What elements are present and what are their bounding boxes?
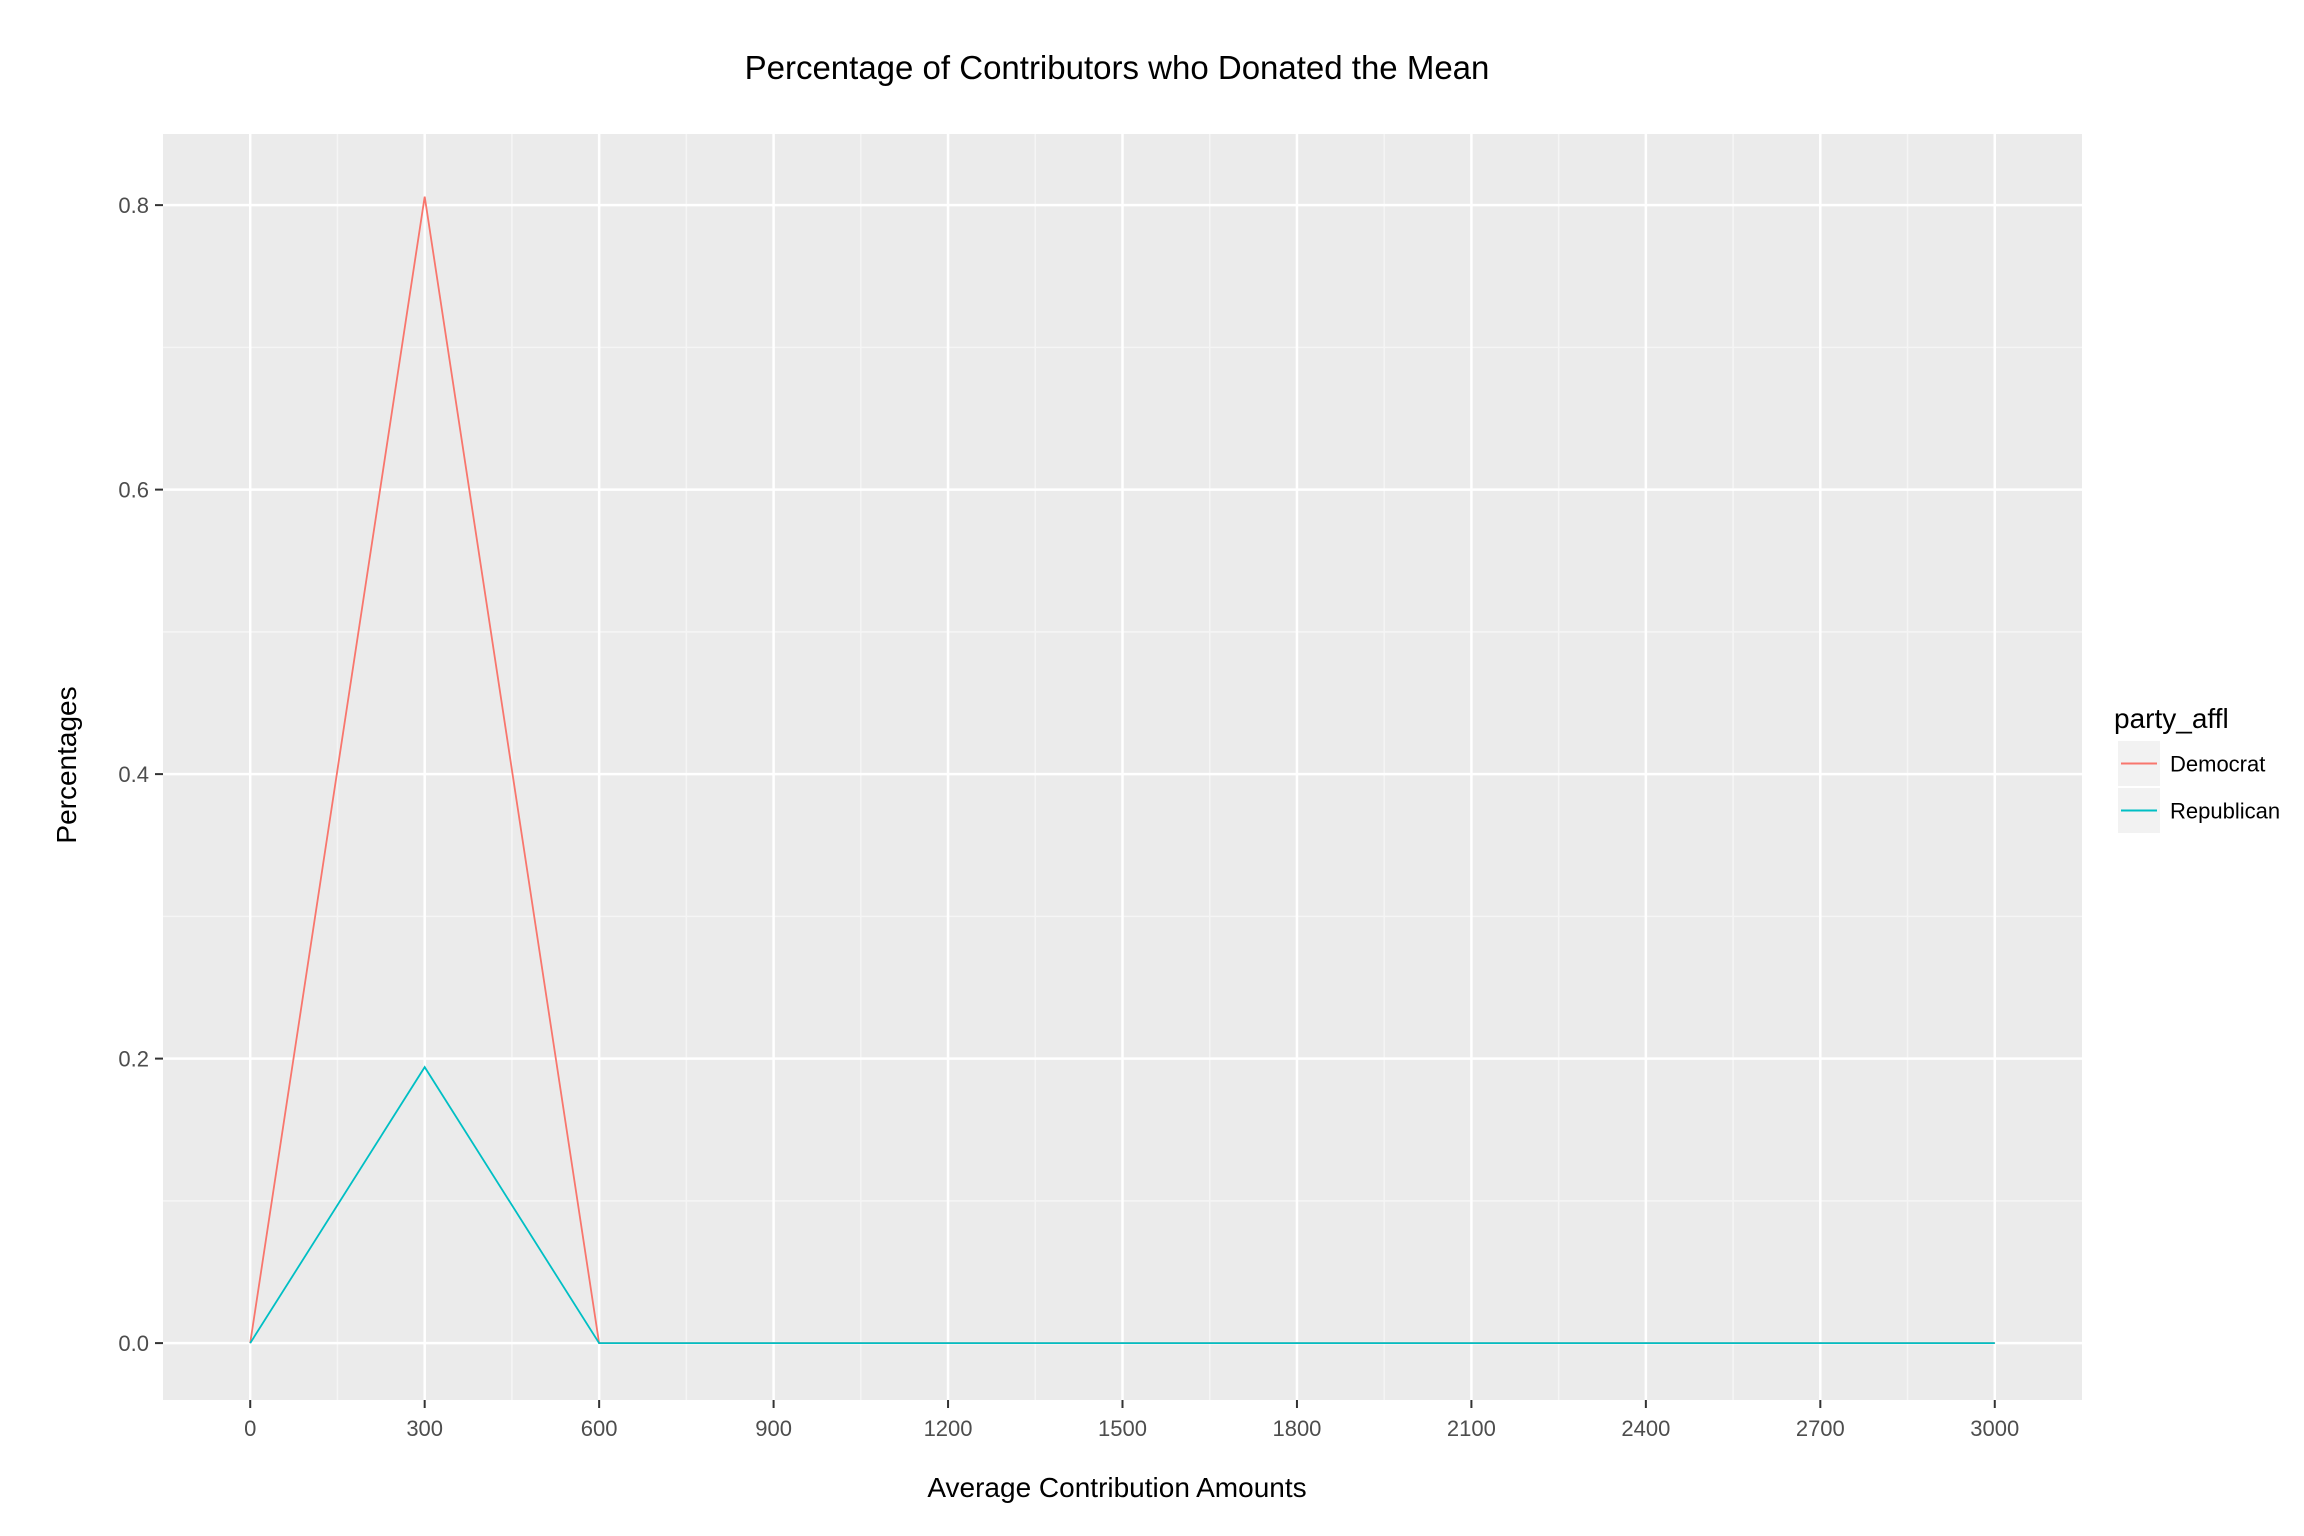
series-line-republican [249, 1065, 1995, 1344]
y-tick-label: 0.8 [118, 193, 149, 218]
x-tick-label: 2100 [1447, 1416, 1496, 1441]
y-tick-label: 0.6 [118, 478, 149, 503]
x-tick-label: 2400 [1621, 1416, 1670, 1441]
x-tick-label: 300 [406, 1416, 443, 1441]
x-axis-title: Average Contribution Amounts [927, 1472, 1306, 1503]
series-lines [249, 196, 1995, 1344]
legend: party_affl Democrat Republican [2114, 703, 2280, 833]
x-tick-label: 3000 [1970, 1416, 2019, 1441]
x-tick-label: 2700 [1796, 1416, 1845, 1441]
y-tick-label: 0.2 [118, 1047, 149, 1072]
x-tick-label: 1800 [1272, 1416, 1321, 1441]
x-tick-label: 1500 [1098, 1416, 1147, 1441]
x-tick-label: 600 [581, 1416, 618, 1441]
chart-title: Percentage of Contributors who Donated t… [745, 49, 1490, 86]
legend-label: Democrat [2170, 752, 2265, 777]
y-axis: 0.0 0.2 0.4 0.6 0.8 [118, 193, 163, 1356]
x-tick-label: 0 [244, 1416, 256, 1441]
x-axis: 0 300 600 900 1200 1500 1800 2100 2400 2700 3000 [244, 1400, 2019, 1441]
y-tick-label: 0.0 [118, 1331, 149, 1356]
y-axis-title: Percentages [51, 686, 82, 843]
legend-label: Republican [2170, 799, 2280, 824]
legend-title: party_affl [2114, 703, 2229, 734]
x-tick-label: 900 [755, 1416, 792, 1441]
grid-major [163, 134, 2082, 1400]
y-tick-label: 0.4 [118, 762, 149, 787]
x-tick-label: 1200 [924, 1416, 973, 1441]
